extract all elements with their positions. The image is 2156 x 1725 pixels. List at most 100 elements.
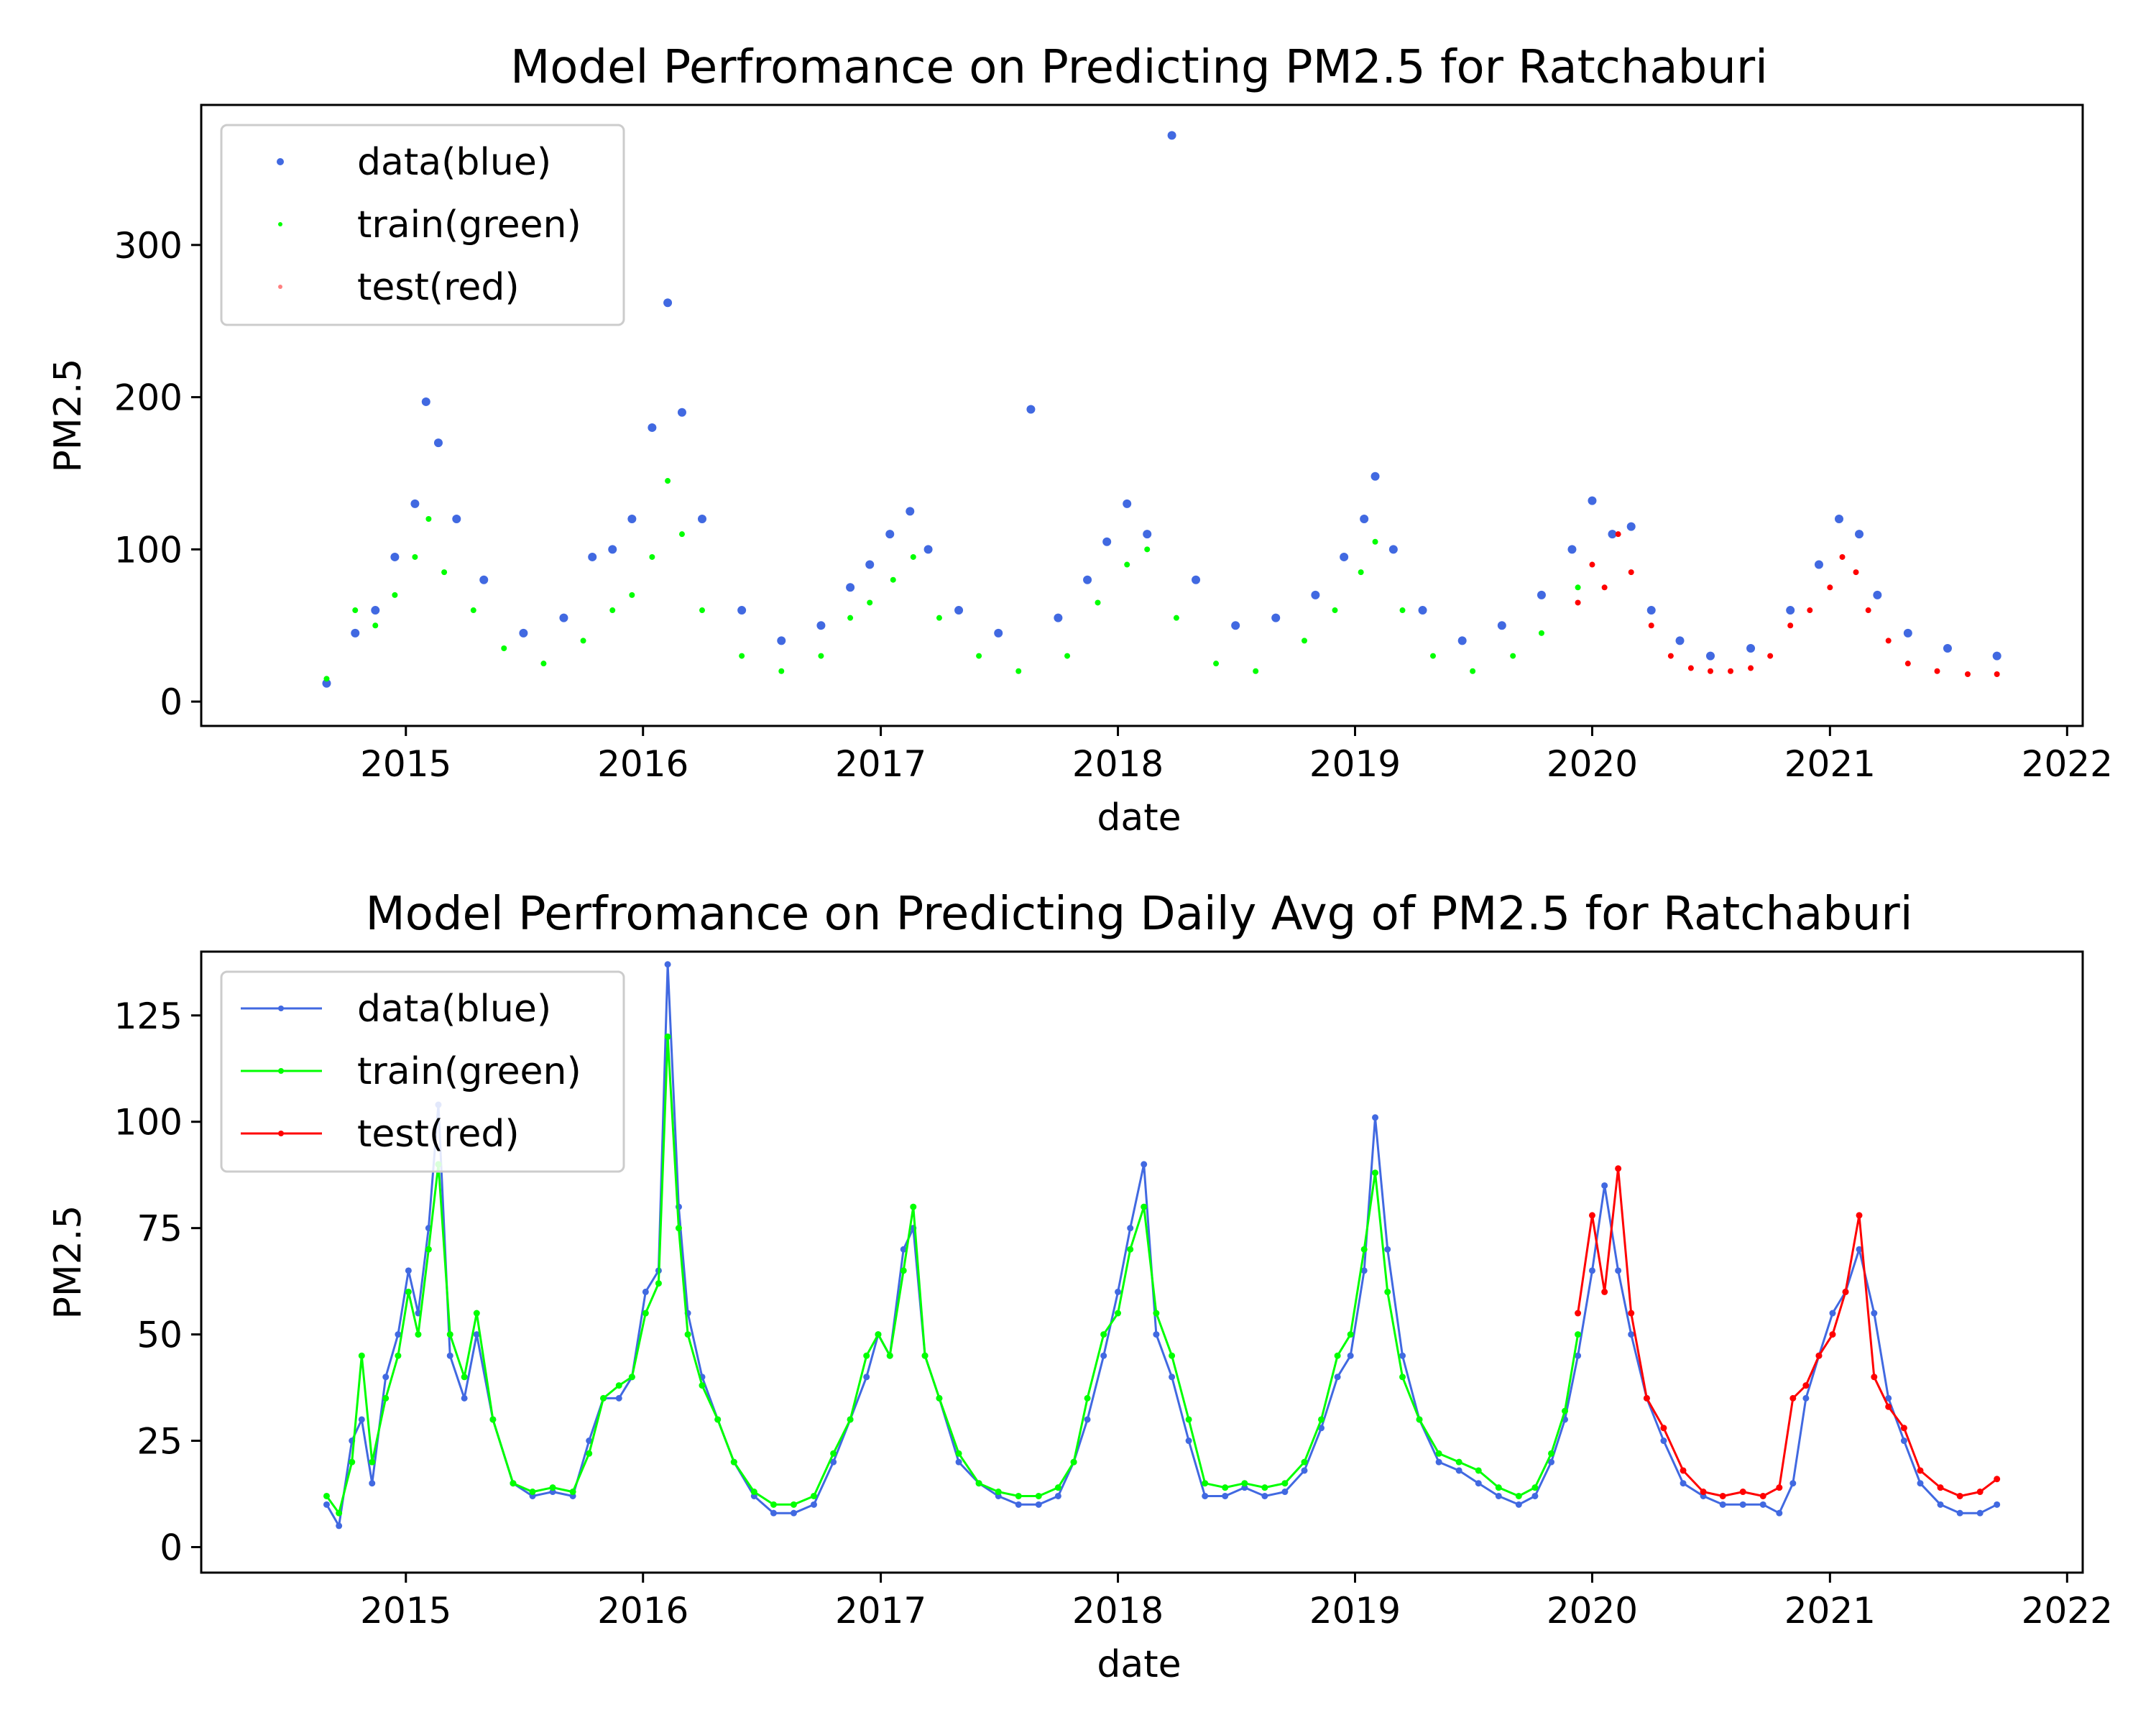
- data-point-train: [412, 553, 418, 560]
- data-point-test: [1885, 638, 1892, 644]
- data-point-train: [501, 645, 507, 651]
- data-point-data: [994, 628, 1003, 638]
- data-point-train: [1347, 1331, 1354, 1338]
- data-point-data: [810, 1501, 817, 1508]
- data-point-train: [1054, 1484, 1061, 1491]
- data-point-train: [369, 1458, 376, 1466]
- data-point-train: [352, 607, 359, 614]
- data-point-data: [1802, 1394, 1810, 1402]
- data-point-data: [1776, 1509, 1783, 1517]
- data-point-train: [818, 653, 824, 659]
- data-point-train: [580, 638, 586, 644]
- data-point-data: [322, 678, 331, 688]
- data-point-train: [1173, 615, 1179, 621]
- data-point-data: [1903, 628, 1912, 638]
- data-point-train: [529, 1489, 536, 1496]
- data-point-data: [1759, 1501, 1766, 1508]
- data-point-data: [1127, 1225, 1134, 1232]
- legend-label-data: data(blue): [357, 988, 551, 1031]
- data-point-data: [1399, 1352, 1406, 1359]
- data-point-train: [549, 1484, 556, 1491]
- data-point-data: [1084, 1416, 1091, 1423]
- data-point-train: [1548, 1450, 1555, 1457]
- data-point-train: [890, 576, 896, 583]
- data-point-data: [410, 499, 420, 508]
- data-point-data: [1123, 499, 1132, 508]
- data-point-data: [1956, 1509, 1963, 1517]
- data-point-test: [1643, 1394, 1650, 1402]
- data-point-data: [1311, 590, 1320, 599]
- data-point-train: [1253, 668, 1259, 674]
- data-point-data: [1814, 560, 1823, 569]
- data-point-test: [1956, 1492, 1963, 1499]
- data-point-train: [1429, 653, 1436, 659]
- data-point-train: [684, 1331, 691, 1338]
- data-point-data: [1169, 1374, 1176, 1381]
- data-point-data: [1360, 515, 1369, 523]
- legend-label-test: test(red): [357, 1113, 520, 1156]
- data-point-test: [1687, 665, 1694, 671]
- data-point-test: [1628, 1310, 1635, 1317]
- data-point-train: [1302, 638, 1308, 644]
- data-point-data: [1418, 606, 1427, 615]
- data-point-train: [1384, 1288, 1391, 1295]
- data-point-train: [655, 1280, 662, 1287]
- data-point-train: [1562, 1407, 1569, 1414]
- data-point-data: [770, 1509, 777, 1517]
- data-point-train: [1416, 1416, 1423, 1423]
- data-point-test: [1759, 1492, 1766, 1499]
- x-tick-label: 2016: [597, 1590, 688, 1632]
- data-point-data: [1115, 1288, 1122, 1295]
- chart-2-title: Model Perfromance on Predicting Daily Av…: [365, 888, 1912, 941]
- chart-2-legend: data(blue) train(green) test(red): [220, 970, 625, 1173]
- data-point-data: [1054, 613, 1063, 622]
- data-point-data: [1281, 1489, 1289, 1496]
- data-point-data: [1192, 575, 1201, 584]
- data-point-train: [600, 1394, 607, 1402]
- data-point-test: [1827, 584, 1833, 591]
- data-point-data: [1340, 552, 1349, 561]
- data-point-data: [663, 298, 673, 308]
- chart-1-x-ticks: 2015 2016 2017 2018 2019 2020 2021 2022: [360, 726, 2113, 785]
- data-point-train: [936, 615, 942, 621]
- data-point-train: [615, 1382, 622, 1389]
- data-point-test: [1575, 599, 1581, 606]
- data-point-data: [1261, 1492, 1268, 1499]
- data-point-data: [1588, 496, 1597, 505]
- data-point-train: [649, 553, 655, 560]
- data-point-train: [629, 592, 635, 598]
- data-point-train: [1141, 1203, 1148, 1210]
- series-line-test: [1577, 1167, 1998, 1497]
- data-point-data: [1675, 636, 1685, 645]
- data-point-test: [1937, 1484, 1944, 1491]
- data-point-train: [910, 553, 916, 560]
- y-tick-label: 100: [114, 529, 183, 571]
- data-point-train: [675, 1225, 682, 1232]
- y-tick-label: 0: [160, 681, 183, 723]
- data-point-train: [1084, 1394, 1091, 1402]
- x-tick-label: 2017: [835, 1590, 926, 1632]
- data-point-train: [1070, 1458, 1077, 1466]
- data-point-test: [1667, 653, 1674, 659]
- data-point-data: [358, 1416, 365, 1423]
- data-point-data: [1372, 1114, 1379, 1121]
- data-point-data: [1937, 1501, 1944, 1508]
- data-point-train: [1372, 538, 1378, 545]
- data-point-data: [1834, 515, 1843, 523]
- data-point-data: [1185, 1438, 1192, 1445]
- data-point-data: [1271, 613, 1281, 622]
- data-point-test: [1917, 1467, 1924, 1474]
- data-point-train: [1575, 584, 1581, 591]
- data-point-train: [975, 1480, 982, 1487]
- chart-1-title: Model Perfromance on Predicting PM2.5 fo…: [510, 41, 1768, 94]
- data-point-train: [714, 1416, 722, 1423]
- data-point-test: [1680, 1467, 1687, 1474]
- data-point-test: [1976, 1489, 1984, 1496]
- data-point-data: [1435, 1458, 1442, 1466]
- legend-label-data: data(blue): [357, 141, 551, 184]
- x-tick-label: 2015: [360, 1590, 451, 1632]
- data-point-test: [1856, 1212, 1863, 1219]
- data-point-train: [1334, 1352, 1341, 1359]
- data-point-train: [699, 607, 705, 614]
- legend-marker-test: [278, 1131, 284, 1136]
